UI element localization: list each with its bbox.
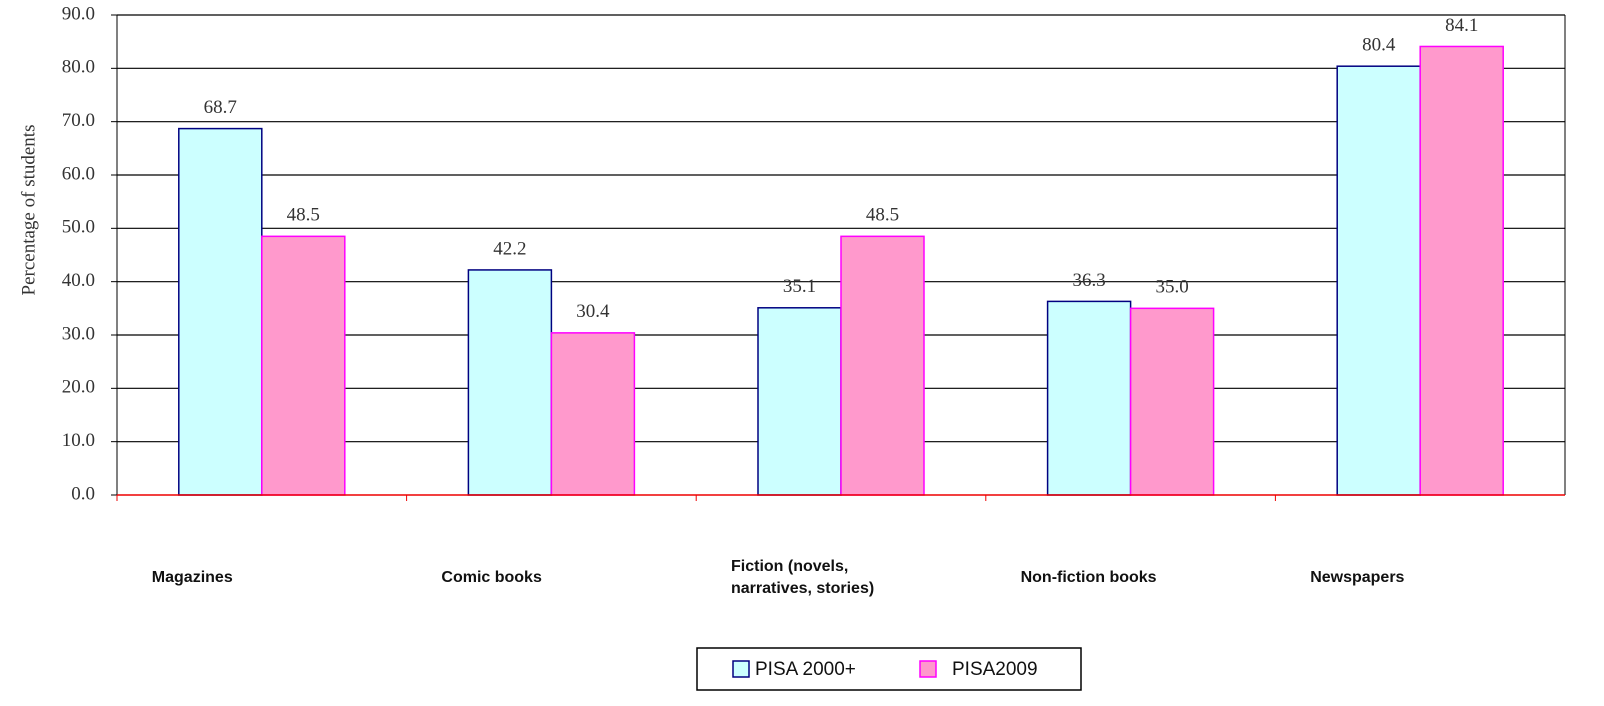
y-tick-label: 50.0 xyxy=(62,217,95,238)
data-label: 36.3 xyxy=(1072,270,1105,291)
y-tick-label: 20.0 xyxy=(62,377,95,398)
y-tick-label: 10.0 xyxy=(62,430,95,451)
bar xyxy=(467,269,553,496)
y-tick-label: 90.0 xyxy=(62,3,95,24)
bar xyxy=(1336,65,1421,496)
data-label: 48.5 xyxy=(287,205,320,226)
x-tick-label: Non-fiction books xyxy=(1020,569,1157,586)
legend-swatch xyxy=(919,660,937,678)
data-label: 42.2 xyxy=(493,238,526,259)
bar xyxy=(840,235,925,496)
bar xyxy=(550,332,636,496)
data-label: 30.4 xyxy=(576,301,610,322)
y-tick-label: 80.0 xyxy=(62,57,95,78)
y-tick-label: 0.0 xyxy=(71,483,95,504)
legend-label: PISA 2000+ xyxy=(755,659,856,680)
y-tick-label: 30.0 xyxy=(62,323,95,344)
x-tick-label: Fiction (novels, narratives, stories) xyxy=(731,558,875,597)
data-label: 48.5 xyxy=(866,205,899,226)
y-tick-label: 70.0 xyxy=(62,110,95,131)
data-label: 35.0 xyxy=(1155,277,1188,298)
bar xyxy=(1046,300,1132,496)
data-label: 84.1 xyxy=(1445,15,1478,36)
bar xyxy=(178,127,263,496)
bar xyxy=(1419,45,1504,496)
legend-swatch xyxy=(732,660,750,678)
x-tick-label: Comic books xyxy=(441,569,542,586)
legend-label: PISA2009 xyxy=(952,659,1038,680)
bar xyxy=(1129,307,1215,496)
data-label: 80.4 xyxy=(1362,35,1396,56)
x-tick-label: Newspapers xyxy=(1310,569,1405,586)
data-label: 35.1 xyxy=(783,276,816,297)
y-axis-label: Percentage of students xyxy=(18,125,39,296)
data-label: 68.7 xyxy=(204,97,237,118)
bar xyxy=(261,235,346,496)
legend-box xyxy=(696,647,1082,691)
y-tick-label: 60.0 xyxy=(62,163,95,184)
y-tick-label: 40.0 xyxy=(62,270,95,291)
x-tick-label: Magazines xyxy=(151,569,233,586)
bar xyxy=(757,307,842,496)
